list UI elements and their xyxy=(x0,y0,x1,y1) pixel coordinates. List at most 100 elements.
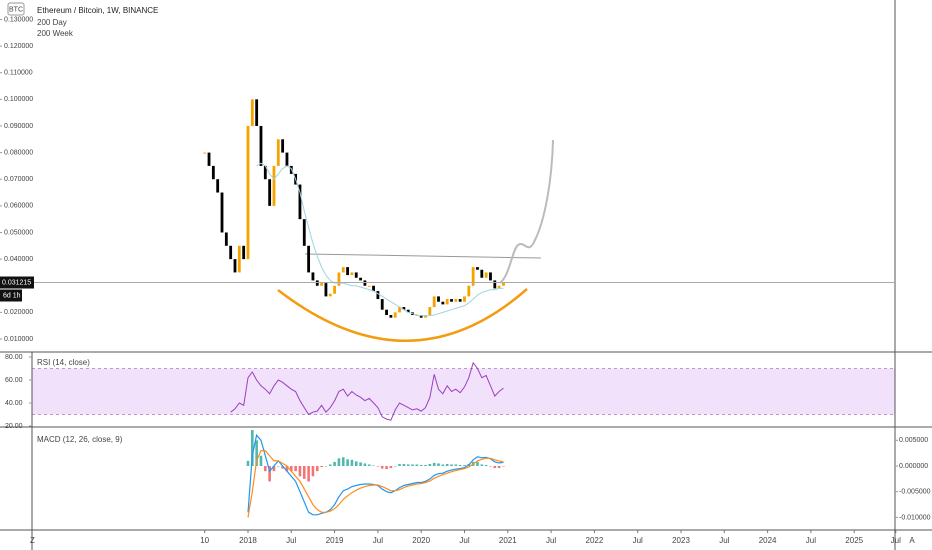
candle xyxy=(246,125,250,260)
macd-histogram xyxy=(497,466,501,469)
candle xyxy=(441,301,445,305)
y-tick-label: 0.010000 xyxy=(4,336,33,343)
candle xyxy=(207,152,211,166)
macd-histogram xyxy=(489,466,492,467)
x-tick-label: 2019 xyxy=(326,536,344,545)
macd-histogram xyxy=(372,465,375,467)
y-tick-label: 0.040000 xyxy=(4,256,33,263)
y-tick-label: 0.100000 xyxy=(4,96,33,103)
candle xyxy=(216,179,220,193)
candle xyxy=(497,285,501,289)
candle xyxy=(315,280,319,286)
y-tick-label: 0.080000 xyxy=(4,149,33,156)
macd-histogram xyxy=(385,466,388,470)
candle xyxy=(393,312,397,318)
rsi-line xyxy=(230,361,504,421)
candle xyxy=(211,165,215,180)
macd-histogram xyxy=(251,430,254,467)
symbol-box[interactable] xyxy=(7,2,25,16)
macd-histogram xyxy=(307,466,310,482)
macd-histogram xyxy=(346,459,349,467)
x-tick-label: 2025 xyxy=(845,536,863,545)
pane-title: RSI (14, close) xyxy=(37,358,90,367)
macd-histogram xyxy=(450,464,453,467)
macd-histogram xyxy=(458,464,462,467)
x-tick-label: 2023 xyxy=(672,536,690,545)
macd-histogram xyxy=(393,466,397,467)
macd-histogram xyxy=(480,464,484,467)
macd-histogram xyxy=(259,455,263,467)
candle xyxy=(450,299,453,302)
symbol: BTC xyxy=(9,6,23,13)
macd-histogram xyxy=(441,464,445,467)
toolbar-button[interactable]: A xyxy=(909,536,915,545)
y-tick-label: -0.005000 xyxy=(899,489,931,496)
candle xyxy=(359,277,362,281)
macd-histogram xyxy=(402,463,406,467)
candle xyxy=(268,179,272,206)
price-label-bg xyxy=(0,276,34,289)
candle xyxy=(445,299,449,305)
x-tick-label: Jul xyxy=(373,536,383,545)
candle xyxy=(203,152,207,154)
candle xyxy=(328,293,332,297)
candle xyxy=(276,139,280,166)
macd-histogram xyxy=(341,457,345,467)
candle xyxy=(389,315,393,318)
candle xyxy=(502,282,505,286)
candle xyxy=(263,165,267,180)
x-tick-label: 2021 xyxy=(499,536,517,545)
macd-histogram xyxy=(359,462,362,467)
macd-histogram xyxy=(328,464,332,467)
y-tick-label: 0.090000 xyxy=(4,123,33,130)
candle xyxy=(272,165,276,206)
candle xyxy=(250,99,254,126)
candle xyxy=(333,285,336,294)
candle xyxy=(484,272,488,278)
y-tick-label: 60.00 xyxy=(5,377,23,384)
candle xyxy=(424,315,427,318)
projection-path xyxy=(499,139,554,284)
macd-line xyxy=(247,450,504,518)
candle xyxy=(337,272,341,286)
macd-histogram xyxy=(268,466,271,482)
y-tick-label: 0.005000 xyxy=(899,437,928,444)
countdown-bg xyxy=(0,289,22,302)
macd-histogram xyxy=(255,440,258,467)
macd-histogram xyxy=(298,466,302,477)
candle xyxy=(350,272,354,276)
macd-histogram xyxy=(476,461,479,467)
macd-histogram xyxy=(419,464,423,467)
macd-histogram xyxy=(272,466,276,472)
y-tick-label: 0.130000 xyxy=(4,16,33,23)
macd-histogram xyxy=(502,466,505,467)
macd-histogram xyxy=(415,464,419,467)
macd-histogram xyxy=(411,464,414,467)
macd-histogram xyxy=(363,463,367,467)
candle xyxy=(406,309,410,313)
candle xyxy=(428,307,432,316)
countdown: 6d 1h xyxy=(3,292,21,299)
candle xyxy=(402,307,406,310)
macd-histogram xyxy=(311,466,315,477)
macd-histogram xyxy=(367,464,371,467)
cup-arc xyxy=(277,288,528,342)
candle xyxy=(432,296,436,308)
y-tick-label: 0.050000 xyxy=(4,229,33,236)
x-tick-label: Jul xyxy=(806,536,816,545)
candle xyxy=(341,267,345,273)
macd-histogram xyxy=(246,460,250,467)
macd-histogram xyxy=(424,464,427,467)
toolbar-button[interactable]: Z xyxy=(30,536,35,545)
candle xyxy=(419,315,423,318)
y-tick-label: 0.060000 xyxy=(4,203,33,210)
legend-entry: 200 Week xyxy=(37,29,74,38)
macd-histogram xyxy=(445,463,449,467)
candle xyxy=(493,280,497,289)
x-tick-label: 10 xyxy=(200,536,209,545)
x-tick-label: Jul xyxy=(891,536,901,545)
candle xyxy=(255,99,259,126)
rsi-band xyxy=(32,368,895,415)
